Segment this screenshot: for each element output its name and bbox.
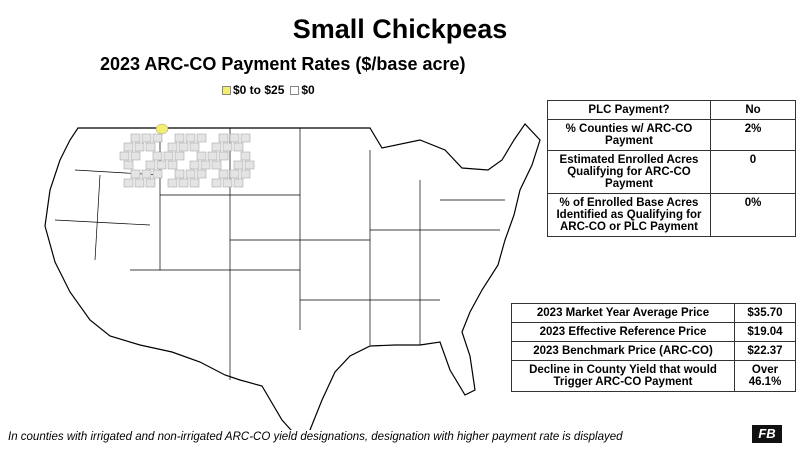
table-row: PLC Payment? No: [547, 100, 796, 120]
legend: $0 to $25 $0: [222, 83, 315, 97]
county: [222, 142, 233, 152]
table-row: 2023 Market Year Average Price $35.70: [511, 303, 796, 323]
county: [123, 178, 134, 188]
footnote: In counties with irrigated and non-irrig…: [8, 431, 623, 443]
table-cell: 2023 Market Year Average Price: [511, 303, 735, 323]
us-outline: [44, 123, 541, 430]
county: [167, 160, 178, 170]
county: [196, 169, 207, 179]
county: [222, 178, 233, 188]
county: [244, 160, 255, 170]
table-cell: Over 46.1%: [734, 360, 796, 392]
county: [207, 151, 218, 161]
county: [196, 151, 207, 161]
legend-item: $0: [290, 83, 315, 97]
county: [152, 169, 163, 179]
county: [211, 160, 222, 170]
price-table: 2023 Market Year Average Price $35.70 2023…: [511, 303, 796, 392]
table-cell: $35.70: [734, 303, 796, 323]
table-cell: No: [710, 100, 796, 120]
table-cell: $19.04: [734, 322, 796, 342]
county: [240, 169, 251, 179]
county: [200, 160, 211, 170]
county: [174, 169, 185, 179]
table-cell: 0%: [710, 193, 796, 237]
county: [174, 151, 185, 161]
table-row: 2023 Effective Reference Price $19.04: [511, 322, 796, 342]
summary-table: PLC Payment? No% Counties w/ ARC-CO Payme…: [547, 100, 796, 237]
table-cell: $22.37: [734, 341, 796, 361]
table-cell: % of Enrolled Base Acres Identified as Q…: [547, 193, 711, 237]
table-cell: PLC Payment?: [547, 100, 711, 120]
table-row: % of Enrolled Base Acres Identified as Q…: [547, 193, 796, 237]
table-cell: % Counties w/ ARC-CO Payment: [547, 119, 711, 151]
county: [141, 169, 152, 179]
table-cell: Estimated Enrolled Acres Qualifying for …: [547, 150, 711, 194]
table-row: 2023 Benchmark Price (ARC-CO) $22.37: [511, 341, 796, 361]
logo: FB: [752, 425, 782, 443]
county: [229, 169, 240, 179]
county: [218, 133, 229, 143]
county: [196, 133, 207, 143]
county: [163, 151, 174, 161]
county: [145, 160, 156, 170]
county: [130, 133, 141, 143]
table-cell: 2023 Benchmark Price (ARC-CO): [511, 341, 735, 361]
subtitle: 2023 ARC-CO Payment Rates ($/base acre): [100, 54, 466, 74]
county: [174, 133, 185, 143]
county: [218, 169, 229, 179]
title: Small Chickpeas: [292, 14, 508, 44]
county: [145, 142, 156, 152]
county-cluster: [119, 133, 255, 188]
county: [185, 169, 196, 179]
table-row: Estimated Enrolled Acres Qualifying for …: [547, 150, 796, 194]
legend-label: $0: [301, 83, 315, 97]
county: [229, 133, 240, 143]
county: [123, 160, 134, 170]
county: [189, 142, 200, 152]
county: [189, 178, 200, 188]
county: [240, 133, 251, 143]
map: [44, 123, 541, 430]
county: [178, 142, 189, 152]
county: [152, 133, 163, 143]
county: [178, 178, 189, 188]
county: [152, 151, 163, 161]
county: [189, 160, 200, 170]
county: [141, 133, 152, 143]
legend-swatch: [290, 86, 300, 96]
county: [145, 178, 156, 188]
county: [130, 151, 141, 161]
table-row: Decline in County Yield that would Trigg…: [511, 360, 796, 392]
highlighted-county: [155, 123, 169, 135]
county: [134, 142, 145, 152]
county: [185, 133, 196, 143]
county: [123, 142, 134, 152]
county: [156, 160, 167, 170]
county: [134, 178, 145, 188]
county: [119, 151, 130, 161]
table-cell: 0: [710, 150, 796, 194]
county: [233, 142, 244, 152]
table-cell: Decline in County Yield that would Trigg…: [511, 360, 735, 392]
county: [240, 151, 251, 161]
legend-swatch: [222, 86, 231, 96]
table-row: % Counties w/ ARC-CO Payment 2%: [547, 119, 796, 151]
county: [211, 178, 222, 188]
table-cell: 2023 Effective Reference Price: [511, 322, 735, 342]
legend-item: $0 to $25: [222, 83, 284, 97]
county: [167, 142, 178, 152]
county: [233, 160, 244, 170]
county: [167, 178, 178, 188]
county: [211, 142, 222, 152]
legend-label: $0 to $25: [233, 83, 285, 97]
table-cell: 2%: [710, 119, 796, 151]
county: [130, 169, 141, 179]
county: [218, 151, 229, 161]
county: [233, 178, 244, 188]
